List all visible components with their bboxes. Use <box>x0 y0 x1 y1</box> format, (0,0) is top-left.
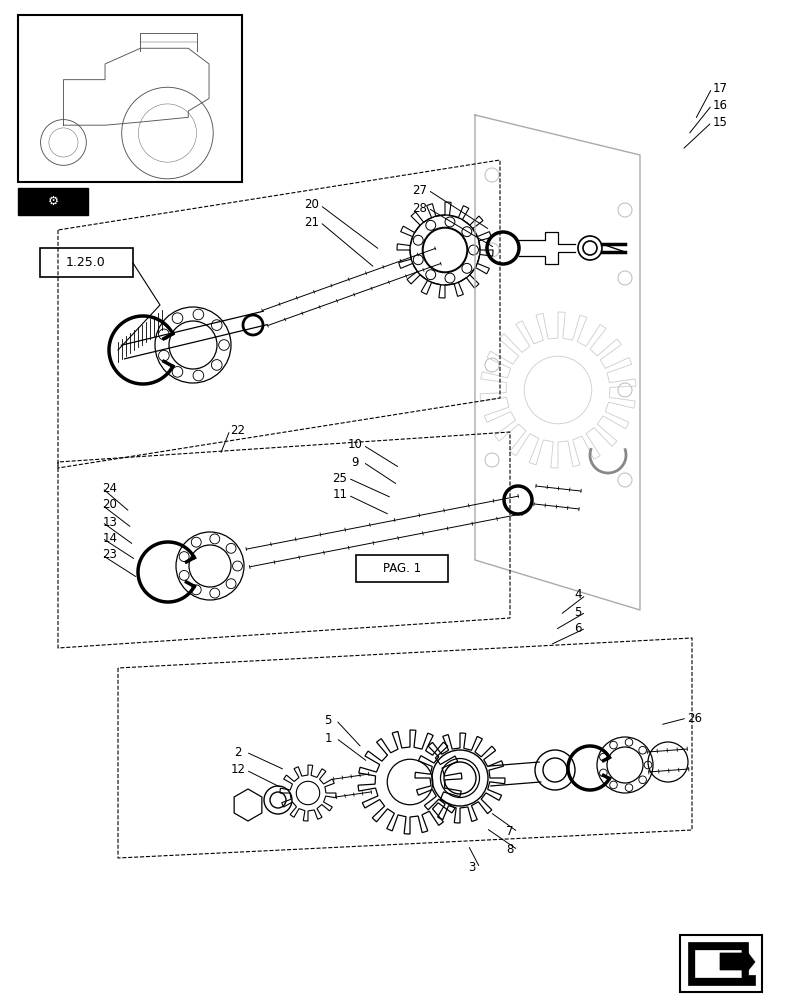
Text: 5: 5 <box>573 605 581 618</box>
Text: 7: 7 <box>505 825 513 838</box>
Text: 11: 11 <box>332 488 347 502</box>
Bar <box>355 555 448 582</box>
Text: 26: 26 <box>687 712 702 724</box>
Text: 23: 23 <box>102 548 118 562</box>
Text: 21: 21 <box>304 216 319 229</box>
Text: 4: 4 <box>573 588 581 601</box>
Text: 17: 17 <box>711 82 727 95</box>
Text: 28: 28 <box>412 202 427 215</box>
Text: 1.25.0: 1.25.0 <box>66 256 105 269</box>
Text: 8: 8 <box>506 843 513 856</box>
Polygon shape <box>719 945 754 978</box>
Text: 9: 9 <box>351 456 358 468</box>
Text: 12: 12 <box>230 763 245 776</box>
Text: 5: 5 <box>324 714 331 726</box>
Text: ⚙: ⚙ <box>47 195 58 208</box>
Text: 14: 14 <box>102 532 118 544</box>
Text: 16: 16 <box>711 99 727 112</box>
Text: 20: 20 <box>102 498 118 512</box>
Text: 15: 15 <box>712 116 727 129</box>
Polygon shape <box>687 942 754 985</box>
Text: 20: 20 <box>304 198 319 212</box>
Text: 6: 6 <box>573 621 581 635</box>
Bar <box>40 248 133 277</box>
Text: PAG. 1: PAG. 1 <box>383 562 421 576</box>
Bar <box>18 188 88 215</box>
Bar <box>679 935 761 992</box>
Text: 2: 2 <box>234 746 242 758</box>
Text: 24: 24 <box>102 482 118 494</box>
Text: 25: 25 <box>333 472 347 485</box>
Text: 27: 27 <box>412 184 427 197</box>
Polygon shape <box>694 950 741 977</box>
Text: 10: 10 <box>347 438 362 452</box>
Text: 1: 1 <box>324 732 332 744</box>
Text: 13: 13 <box>102 516 118 528</box>
Text: 3: 3 <box>468 861 475 874</box>
Bar <box>18 15 242 182</box>
Text: 22: 22 <box>230 424 245 436</box>
